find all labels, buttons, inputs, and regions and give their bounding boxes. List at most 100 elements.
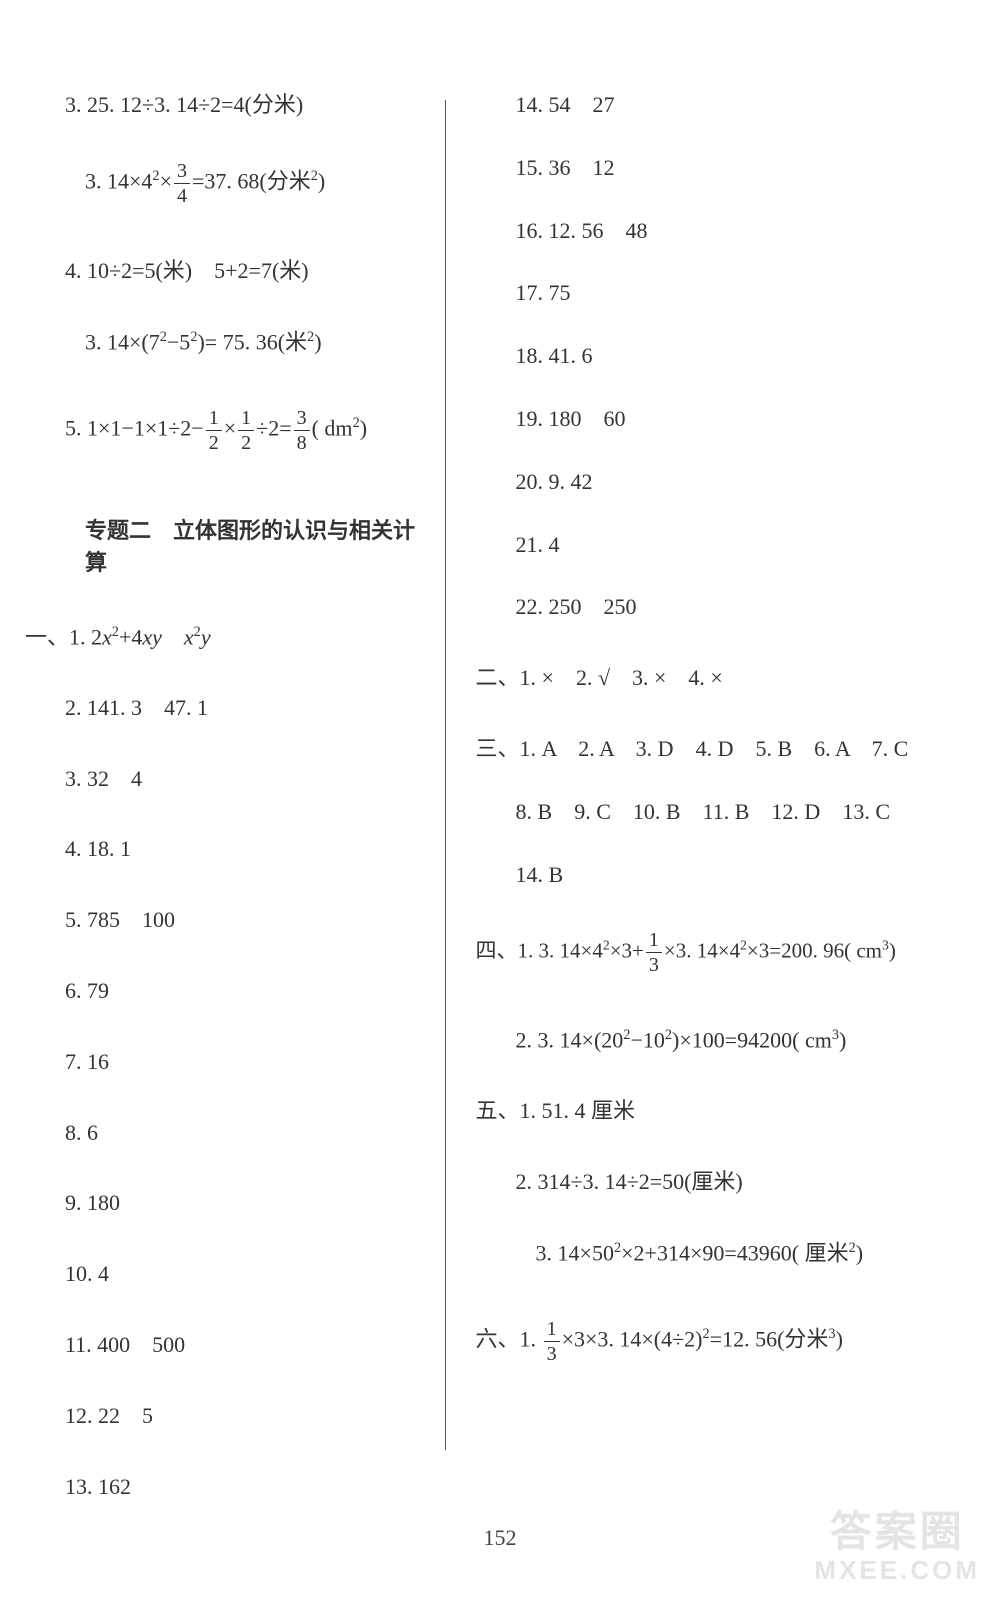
answer-1-9: 9. 180: [25, 1188, 435, 1219]
section-3b: 8. B 9. C 10. B 11. B 12. D 13. C: [476, 797, 975, 828]
denominator: 4: [174, 184, 190, 206]
answer-1-5: 5. 785 100: [25, 905, 435, 936]
text: ): [839, 1028, 846, 1053]
section-4b: 2. 3. 14×(202−102)×100=94200( cm3): [476, 1025, 975, 1056]
text: +4: [119, 624, 142, 649]
text: ×3×3. 14×(4÷2): [562, 1327, 703, 1352]
watermark-line2: MXEE.COM: [814, 1555, 980, 1586]
answer-3a: 3. 25. 12÷3. 14÷2=4(分米): [25, 90, 435, 121]
fraction: 34: [174, 161, 190, 206]
denominator: 3: [646, 953, 662, 975]
text: ×3. 14×4: [664, 939, 740, 963]
answer-4b: 3. 14×(72−52)= 75. 36(米2): [25, 327, 435, 358]
left-column: 3. 25. 12÷3. 14÷2=4(分米) 3. 14×42×34=37. …: [25, 90, 445, 1430]
sup: 2: [665, 1027, 672, 1043]
answer-1-15: 15. 36 12: [476, 153, 975, 184]
answer-4a: 4. 10÷2=5(米) 5+2=7(米): [25, 256, 435, 287]
text: ): [360, 415, 367, 440]
watermark: 答案圈 MXEE.COM: [814, 1498, 980, 1586]
answer-1-3: 3. 32 4: [25, 764, 435, 795]
text: −5: [167, 329, 190, 354]
sup: 2: [603, 938, 610, 953]
denominator: 8: [294, 431, 310, 453]
fraction: 13: [646, 930, 662, 975]
answer-1-8: 8. 6: [25, 1118, 435, 1149]
text: 一、1. 2: [25, 624, 102, 649]
text: ×3+: [610, 939, 644, 963]
sup: 3: [832, 1027, 839, 1043]
sup: 2: [194, 624, 201, 640]
var: xy: [142, 624, 162, 649]
text: 2. 3. 14×(20: [516, 1028, 624, 1053]
fraction: 12: [206, 408, 222, 453]
answer-1-1: 一、1. 2x2+4xy x2y: [25, 622, 435, 653]
text: 四、1. 3. 14×4: [476, 939, 603, 963]
sup: 3: [828, 1326, 835, 1342]
section-5a: 五、1. 51. 4 厘米: [476, 1096, 975, 1127]
answer-1-7: 7. 16: [25, 1047, 435, 1078]
var: y: [201, 624, 211, 649]
text: =37. 68(分米: [192, 168, 311, 193]
denominator: 3: [544, 1342, 560, 1364]
answer-1-14: 14. 54 27: [476, 90, 975, 121]
sup: 2: [353, 415, 360, 431]
section-3c: 14. B: [476, 860, 975, 891]
text: 六、1.: [476, 1327, 542, 1352]
text: [162, 624, 184, 649]
section-2: 二、1. × 2. √ 3. × 4. ×: [476, 663, 975, 694]
numerator: 1: [544, 1319, 560, 1342]
section-4a: 四、1. 3. 14×42×3+13×3. 14×42×3=200. 96( c…: [476, 930, 975, 975]
answer-1-6: 6. 79: [25, 976, 435, 1007]
text: 3. 14×(7: [85, 329, 160, 354]
text: ): [314, 329, 321, 354]
section-5b: 2. 314÷3. 14÷2=50(厘米): [476, 1167, 975, 1198]
section-5c: 3. 14×502×2+314×90=43960( 厘米2): [476, 1238, 975, 1269]
text: ×3=200. 96( cm: [747, 939, 882, 963]
text: ×: [224, 415, 236, 440]
sup: 2: [703, 1326, 710, 1342]
section-6: 六、1. 13×3×3. 14×(4÷2)2=12. 56(分米3): [476, 1319, 975, 1364]
numerator: 1: [238, 408, 254, 431]
var: x: [102, 624, 112, 649]
sup: 2: [311, 168, 318, 184]
text: 3. 14×4: [85, 168, 152, 193]
answer-1-18: 18. 41. 6: [476, 341, 975, 372]
answer-5: 5. 1×1−1×1÷2−12×12÷2=38( dm2): [25, 408, 435, 453]
text: ×: [160, 168, 172, 193]
numerator: 1: [646, 930, 662, 953]
sup: 3: [882, 938, 889, 953]
answer-1-20: 20. 9. 42: [476, 467, 975, 498]
numerator: 3: [294, 408, 310, 431]
answer-3b: 3. 14×42×34=37. 68(分米2): [25, 161, 435, 206]
answer-1-19: 19. 180 60: [476, 404, 975, 435]
answer-1-21: 21. 4: [476, 530, 975, 561]
text: ): [836, 1327, 843, 1352]
text: )= 75. 36(米: [197, 329, 307, 354]
sup: 2: [740, 938, 747, 953]
text: 5. 1×1−1×1÷2−: [65, 415, 204, 440]
text: ): [856, 1240, 863, 1265]
text: ): [889, 939, 896, 963]
fraction: 12: [238, 408, 254, 453]
page-content: 3. 25. 12÷3. 14÷2=4(分米) 3. 14×42×34=37. …: [0, 0, 1000, 1490]
var: x: [184, 624, 194, 649]
numerator: 1: [206, 408, 222, 431]
answer-1-10: 10. 4: [25, 1259, 435, 1290]
text: ×2+314×90=43960( 厘米: [621, 1240, 848, 1265]
text: )×100=94200( cm: [672, 1028, 832, 1053]
sup: 2: [849, 1240, 856, 1256]
sup: 2: [152, 168, 159, 184]
text: ( dm: [312, 415, 353, 440]
answer-1-12: 12. 22 5: [25, 1401, 435, 1432]
fraction: 38: [294, 408, 310, 453]
right-column: 14. 54 27 15. 36 12 16. 12. 56 48 17. 75…: [446, 90, 975, 1430]
text: 3. 14×50: [536, 1240, 614, 1265]
denominator: 2: [238, 431, 254, 453]
answer-1-22: 22. 250 250: [476, 592, 975, 623]
text: =12. 56(分米: [710, 1327, 829, 1352]
text: ): [318, 168, 325, 193]
watermark-line1: 答案圈: [814, 1498, 980, 1559]
text: −10: [630, 1028, 664, 1053]
sup: 2: [112, 624, 119, 640]
sup: 2: [160, 329, 167, 345]
